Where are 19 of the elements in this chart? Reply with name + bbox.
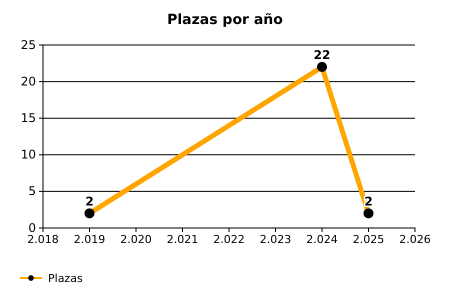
chart-title: Plazas por año [167,12,284,28]
x-tick-label: 2.024 [306,232,338,246]
y-tick-label: 10 [20,148,36,162]
x-tick-label: 2.022 [213,232,245,246]
x-tick-label: 2.023 [260,232,292,246]
y-tick-label: 25 [20,38,36,52]
y-tick-label: 5 [28,184,36,198]
legend-label: Plazas [48,272,83,285]
x-tick-label: 2.019 [74,232,106,246]
x-tick-label: 2.026 [399,232,431,246]
y-tick-label: 20 [20,74,36,88]
data-label: 22 [314,48,330,62]
x-tick-label: 2.025 [352,232,384,246]
y-tick-label: 0 [28,220,36,235]
x-tick-label: 2.021 [166,232,198,246]
x-tick-label: 2.018 [27,232,59,246]
y-tick-label: 15 [20,111,36,126]
data-label: 2 [85,194,94,208]
x-tick-label: 2.020 [120,232,152,246]
